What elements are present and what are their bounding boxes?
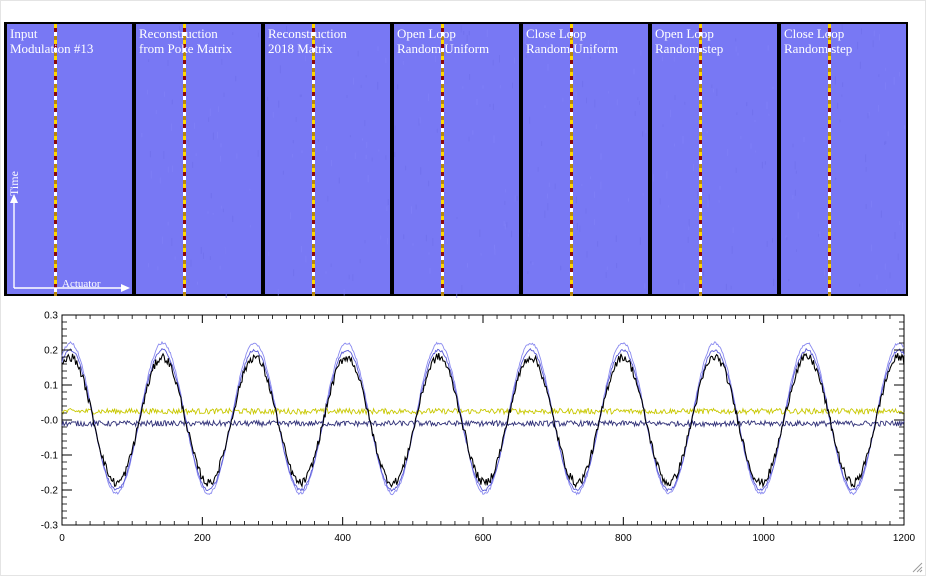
- panel-5-title-line1: Close Loop: [526, 26, 586, 41]
- panel-5: [523, 24, 648, 296]
- plot-area: [61, 314, 905, 526]
- resize-grip-icon[interactable]: [911, 561, 923, 573]
- panel-7: [781, 24, 906, 296]
- panel-5-title-line2: Random Uniform: [526, 41, 618, 56]
- x-tick-label: 0: [59, 533, 65, 544]
- series-line-4: [61, 407, 905, 416]
- actuator-axis-arrow: [14, 284, 130, 292]
- y-tick-label: 0.3: [44, 311, 58, 322]
- panel-6-title-line2: Random step: [655, 41, 723, 56]
- panel-6: [652, 24, 777, 296]
- panel-2-title-line2: from Poke Matrix: [139, 41, 233, 56]
- panel-4: [394, 24, 519, 298]
- y-tick-label: -0.2: [41, 486, 59, 497]
- series-line-3: [61, 340, 905, 496]
- series-line-2: [61, 347, 905, 492]
- time-axis-arrow: [10, 194, 18, 288]
- y-tick-label: 0.1: [44, 381, 58, 392]
- time-axis-label: Time: [7, 171, 21, 196]
- y-tick-label: -0.1: [41, 451, 59, 462]
- series-line-1: [61, 352, 905, 489]
- panel-3: [265, 24, 390, 296]
- x-tick-label: 800: [615, 533, 632, 544]
- x-tick-label: 200: [194, 533, 211, 544]
- panel-1-title-line1: Input: [10, 26, 38, 41]
- panel-3-title-line2: 2018 Matrix: [268, 41, 333, 56]
- panel-4-title-line1: Open Loop: [397, 26, 456, 41]
- panel-2-title-line1: Reconstruction: [139, 26, 218, 41]
- y-tick-label: 0.2: [44, 346, 58, 357]
- y-tick-label: -0.3: [41, 521, 59, 532]
- panel-4-title-line2: Random Uniform: [397, 41, 489, 56]
- panel-1: [7, 24, 132, 296]
- x-tick-label: 600: [475, 533, 492, 544]
- panel-2: [136, 24, 261, 298]
- panel-7-title-line2: Random step: [784, 41, 852, 56]
- panel-1-title-line2: Modulation #13: [10, 41, 93, 56]
- panel-3-title-line1: Reconstruction: [268, 26, 347, 41]
- time-series-chart: 0 200 400 600 800 1000 1200 -0.3 -0.2 -0.1 -0.0 0.1…: [41, 311, 916, 545]
- panel-6-title-line1: Open Loop: [655, 26, 714, 41]
- panel-7-title-line1: Close Loop: [784, 26, 844, 41]
- x-tick-label: 1200: [893, 533, 916, 544]
- series-line-5: [61, 419, 905, 429]
- x-tick-label: 1000: [753, 533, 776, 544]
- actuator-axis-label: Actuator: [62, 278, 101, 290]
- x-tick-label: 400: [334, 533, 351, 544]
- y-tick-label: -0.0: [41, 416, 59, 427]
